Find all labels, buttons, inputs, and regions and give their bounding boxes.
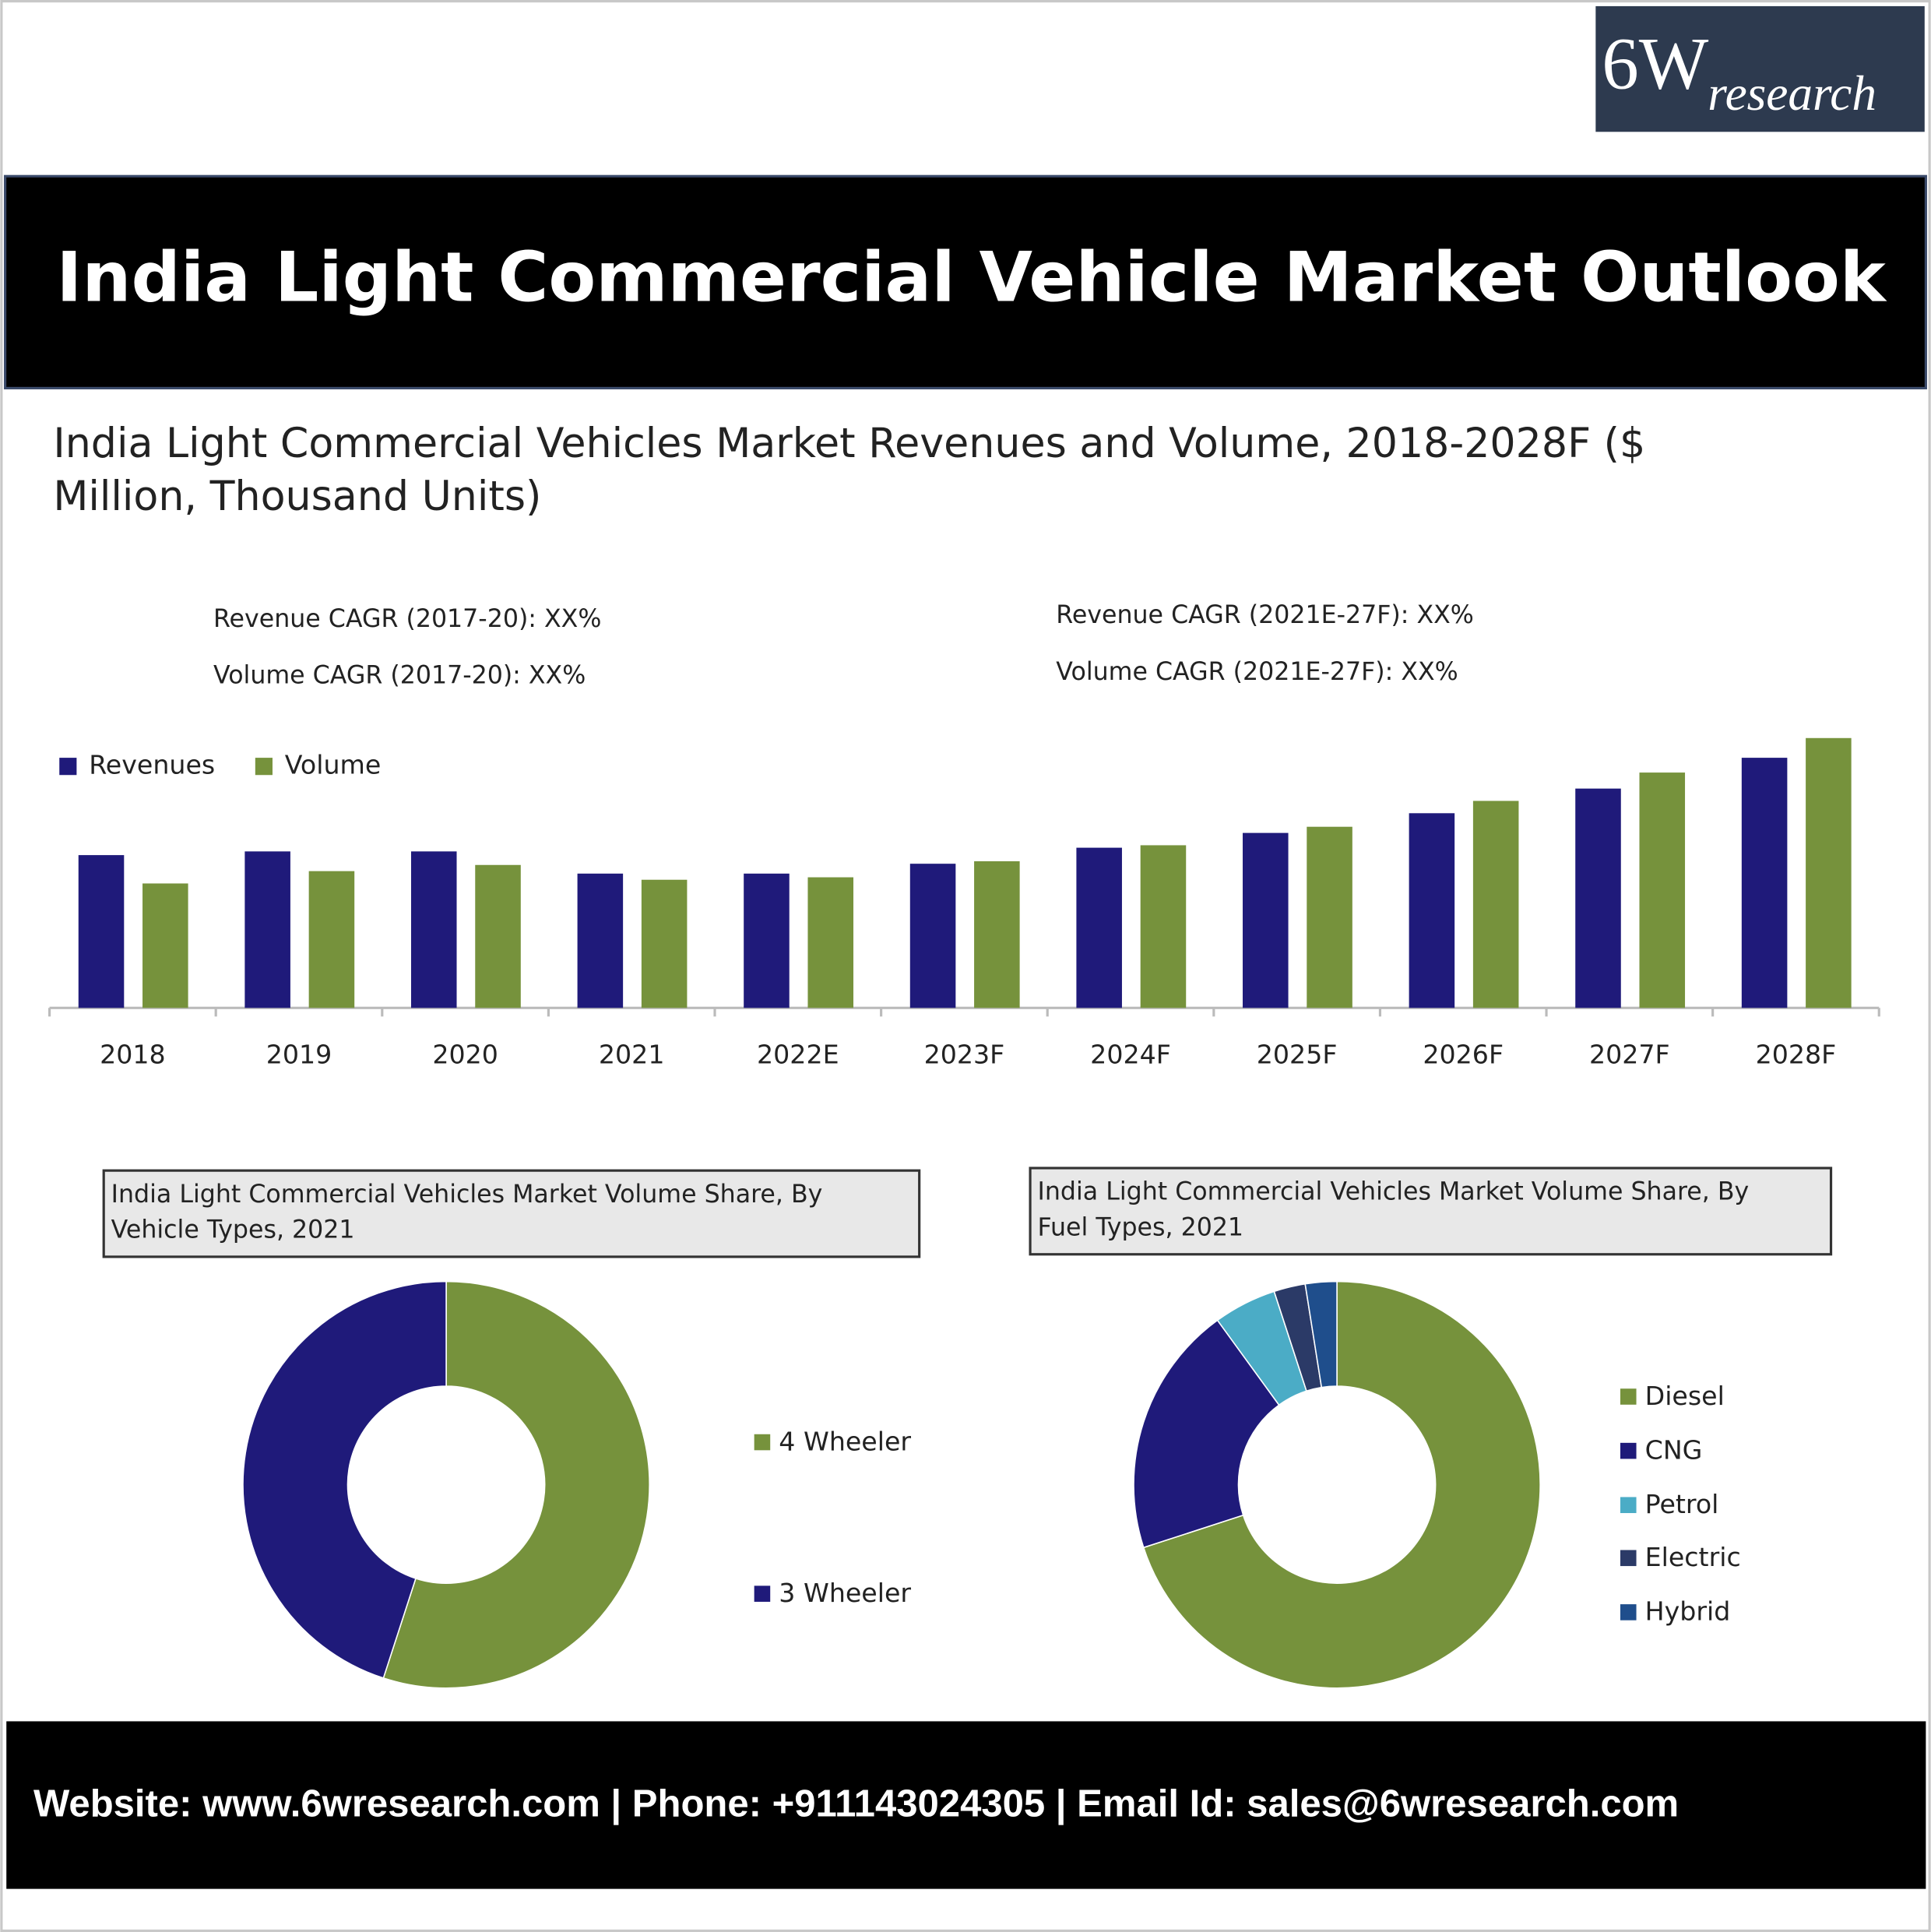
legend-label: Hybrid — [1645, 1596, 1731, 1627]
x-tick-label: 2020 — [432, 1040, 498, 1070]
bar — [142, 883, 188, 1008]
x-tick-label: 2025F — [1257, 1040, 1338, 1070]
legend-swatch — [754, 1434, 771, 1451]
footer-band — [6, 1721, 1926, 1889]
donut-slice — [382, 1280, 650, 1689]
legend-swatch — [59, 758, 77, 776]
bar — [244, 851, 290, 1008]
bar — [1140, 845, 1187, 1008]
legend-label: 4 Wheeler — [779, 1426, 911, 1456]
legend-label: 3 Wheeler — [779, 1578, 911, 1608]
annotation: Revenue CAGR (2021E-27F): XX% — [1056, 601, 1474, 629]
chart-title: Vehicle Types, 2021 — [111, 1216, 355, 1244]
logo-sub: research — [1708, 66, 1876, 121]
annotation: Revenue CAGR (2017-20): XX% — [213, 605, 601, 633]
bar — [807, 877, 854, 1008]
chart-title: Million, Thousand Units) — [53, 473, 541, 520]
bar — [1639, 772, 1686, 1008]
legend-label: Electric — [1645, 1542, 1741, 1572]
bar — [909, 864, 956, 1008]
legend-swatch — [1620, 1550, 1637, 1567]
annotation: Volume CAGR (2021E-27F): XX% — [1056, 658, 1458, 686]
x-tick-label: 2024F — [1090, 1040, 1171, 1070]
bar — [1076, 847, 1122, 1008]
bar — [475, 864, 521, 1008]
x-tick-label: 2018 — [100, 1040, 166, 1070]
chart-title: India Light Commercial Vehicles Market V… — [1038, 1178, 1750, 1206]
bar — [1243, 832, 1289, 1008]
legend-swatch — [1620, 1497, 1637, 1514]
bar — [1472, 801, 1519, 1008]
x-tick-label: 2028F — [1756, 1040, 1837, 1070]
chart-title: India Light Commercial Vehicles Market R… — [53, 421, 1645, 467]
legend-label: Revenues — [89, 750, 215, 780]
page-title: India Light Commercial Vehicle Market Ou… — [56, 238, 1887, 318]
title-band — [4, 174, 1927, 389]
bar — [1307, 826, 1352, 1008]
bar — [1806, 737, 1852, 1008]
x-tick-label: 2019 — [266, 1040, 332, 1070]
bar — [308, 871, 355, 1008]
x-tick-label: 2027F — [1589, 1040, 1670, 1070]
chart-title: India Light Commercial Vehicles Market V… — [111, 1181, 823, 1209]
bar — [1575, 788, 1621, 1008]
chart-title-box — [1029, 1167, 1833, 1256]
bar — [744, 873, 790, 1008]
legend-swatch — [1620, 1604, 1637, 1621]
donut-slice — [1304, 1280, 1338, 1388]
legend-swatch — [255, 758, 273, 776]
legend-label: Volume — [285, 750, 382, 780]
annotation: Volume CAGR (2017-20): XX% — [213, 662, 586, 690]
legend-label: CNG — [1645, 1434, 1703, 1465]
bar — [641, 879, 688, 1008]
donut-slice — [1142, 1280, 1541, 1689]
x-tick-label: 2021 — [599, 1040, 665, 1070]
donut-slice — [1133, 1319, 1280, 1549]
donut-slice — [242, 1280, 447, 1679]
x-tick-label: 2026F — [1423, 1040, 1504, 1070]
bar — [974, 861, 1020, 1008]
legend-label: Diesel — [1645, 1381, 1725, 1411]
x-tick-label: 2022E — [757, 1040, 839, 1070]
logo-box — [1595, 5, 1925, 132]
bar — [410, 851, 457, 1008]
bar — [1409, 813, 1455, 1008]
logo-main: 6W — [1602, 23, 1708, 105]
bar — [78, 855, 125, 1008]
chart-title-box — [102, 1169, 921, 1258]
legend-swatch — [754, 1585, 771, 1602]
legend-swatch — [1620, 1388, 1637, 1405]
legend-label: Petrol — [1645, 1489, 1719, 1519]
bar — [1741, 758, 1788, 1008]
bar — [577, 873, 624, 1008]
x-tick-label: 2023F — [924, 1040, 1005, 1070]
legend-swatch — [1620, 1442, 1637, 1459]
footer-text: Website: www.6wresearch.com | Phone: +91… — [33, 1783, 1679, 1826]
chart-title: Fuel Types, 2021 — [1038, 1214, 1244, 1242]
